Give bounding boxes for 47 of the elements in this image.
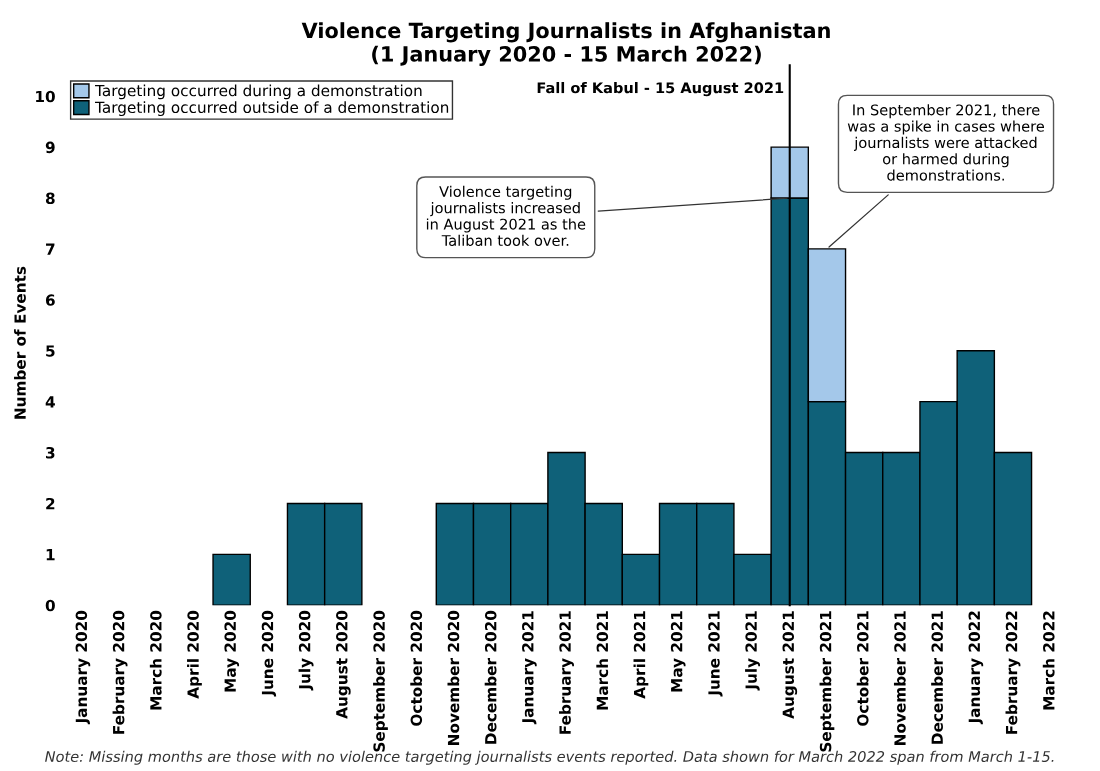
x-tick-label: December 2020 [484, 610, 497, 744]
x-tick-label: September 2021 [819, 611, 835, 752]
ref-line-label: Fall of Kabul - 15 August 2021 [537, 82, 784, 97]
legend-label: Targeting occurred outside of a demonstration [95, 101, 449, 117]
y-tick-label: 5 [46, 345, 55, 357]
x-tick-label: December 2021 [931, 611, 943, 744]
x-tick-label: February 2022 [1005, 611, 1021, 734]
x-tick-label: August 2020 [336, 610, 351, 719]
x-tick-label: July 2020 [298, 610, 314, 691]
x-tick-label: November 2021 [893, 611, 906, 745]
x-tick-label: April 2020 [187, 610, 202, 699]
y-tick-label: 8 [45, 192, 55, 205]
x-tick-label: June 2021 [708, 611, 723, 697]
y-axis-title: Number of Events [14, 266, 26, 419]
x-tick-label: March 2022 [1042, 611, 1055, 710]
x-tick-label: October 2021 [856, 611, 869, 726]
y-tick-label: 9 [45, 141, 55, 154]
chart-title: Violence Targeting Journalists in Afghanistan (1 January 2020 - 15 March 2022) [301, 22, 830, 67]
y-tick-label: 7 [46, 243, 55, 255]
x-tick-label: January 2020 [75, 610, 91, 725]
x-tick-label: June 2020 [261, 610, 277, 697]
text: Note: Missing months are those with no violence targeting journalists events reported. Data shown for March 2022 span from March 1-15. [45, 750, 1054, 765]
x-tick-label: January 2021 [522, 611, 537, 725]
x-tick-label: July 2021 [745, 611, 760, 691]
x-tick-label: May 2021 [670, 611, 686, 692]
x-tick-label: February 2020 [112, 610, 128, 734]
x-tick-label: January 2022 [968, 611, 984, 725]
x-tick-label: October 2020 [410, 610, 423, 726]
y-tick-label: 0 [45, 599, 55, 612]
x-tick-label: May 2020 [224, 610, 240, 692]
y-tick-label: 4 [45, 396, 55, 408]
x-tick-label: August 2021 [782, 611, 798, 719]
legend-label: Targeting occurred during a demonstration [95, 84, 422, 100]
x-tick-label: March 2021 [596, 611, 609, 710]
x-tick-label: March 2020 [149, 610, 162, 710]
x-tick-label: November 2020 [447, 610, 460, 745]
annotation: Violence targeting journalists increased in August 2021 as the Taliban took over. [426, 185, 586, 246]
bar [212, 553, 251, 606]
y-tick-label: 6 [45, 294, 55, 306]
x-tick-label: September 2020 [373, 610, 388, 752]
y-tick-label: 2 [46, 497, 55, 510]
y-tick-label: 3 [46, 447, 55, 459]
annotation: In September 2021, there was a spike in cases where journalists were attacked or harmed during demonstrations. [847, 104, 1045, 181]
x-tick-label: April 2021 [633, 611, 649, 699]
y-tick-label: 10 [36, 90, 55, 103]
y-tick-label: 1 [46, 549, 55, 561]
x-tick-label: February 2021 [559, 611, 574, 734]
